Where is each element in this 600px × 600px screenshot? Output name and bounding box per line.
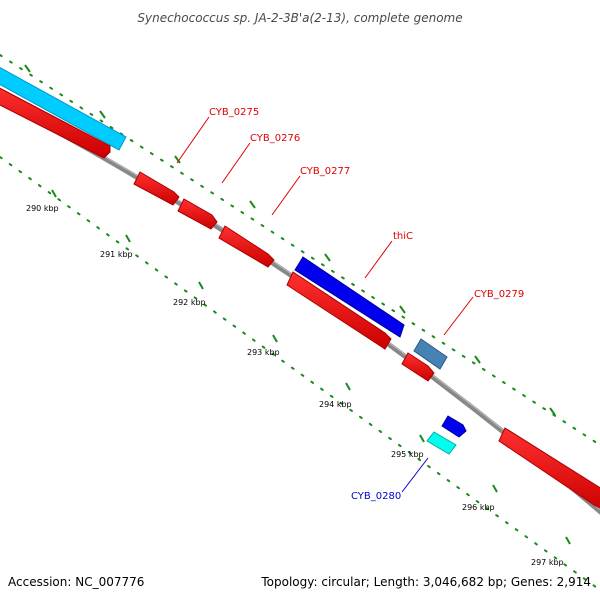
inner-major-tick (345, 382, 351, 391)
gene-reverse[interactable] (286, 271, 392, 350)
gene-label-cyb-0280[interactable]: CYB_0280 (351, 491, 401, 502)
leader-line (221, 142, 251, 184)
leader-line (364, 240, 393, 279)
inner-dotted-ring (0, 156, 600, 591)
backbone-ring (0, 98, 600, 515)
leader-line (443, 296, 474, 336)
gene-cyb-0277[interactable] (218, 225, 275, 268)
feature-cyan[interactable] (0, 62, 127, 151)
features (0, 62, 600, 513)
outer-major-tick (24, 64, 31, 73)
outer-dotted-ring (0, 54, 600, 446)
inner-tick-track (0, 156, 600, 591)
gene-label-cyb-0275[interactable]: CYB_0275 (209, 107, 259, 118)
leader-line (271, 175, 301, 216)
leader-line (401, 457, 429, 493)
gene-label-cyb-0277[interactable]: CYB_0277 (300, 166, 350, 177)
outer-major-tick (549, 407, 556, 416)
gene-forward[interactable] (441, 415, 467, 438)
inner-major-tick (125, 234, 131, 243)
tick-label: 294 kbp (319, 400, 352, 409)
tick-labels: 290 kbp 291 kbp 292 kbp 293 kbp 294 kbp … (26, 204, 564, 567)
gene-cyb-0279[interactable] (413, 338, 448, 370)
gene-cyb-0276[interactable] (177, 198, 218, 230)
gene-cyb-0280[interactable] (426, 431, 457, 455)
inner-major-tick (51, 189, 57, 198)
backbone-highlight (0, 98, 600, 511)
gene-label-cyb-0276[interactable]: CYB_0276 (250, 133, 300, 144)
outer-major-tick (174, 155, 181, 164)
tick-label: 291 kbp (100, 250, 133, 259)
outer-tick-track (0, 54, 600, 446)
gene-reverse[interactable] (401, 352, 435, 382)
outer-major-tick (249, 200, 256, 209)
tick-label: 290 kbp (26, 204, 59, 213)
outer-major-tick (474, 355, 481, 364)
inner-major-tick (492, 484, 498, 493)
outer-major-tick (99, 110, 106, 119)
tick-label: 297 kbp (531, 558, 564, 567)
label-leaders (176, 116, 474, 493)
gene-cyb-0275[interactable] (133, 171, 180, 206)
tick-label: 296 kbp (462, 503, 495, 512)
gene-reverse[interactable] (0, 83, 111, 159)
gene-label-thic[interactable]: thiC (393, 231, 413, 242)
leader-line (176, 116, 210, 164)
tick-label: 295 kbp (391, 450, 424, 459)
inner-major-tick (198, 281, 204, 290)
map-title: Synechococcus sp. JA-2-3B'a(2-13), compl… (137, 11, 462, 25)
gene-label-cyb-0279[interactable]: CYB_0279 (474, 289, 524, 300)
gene-labels: CYB_0275 CYB_0276 CYB_0277 thiC CYB_0279… (209, 107, 524, 502)
inner-major-tick (272, 334, 278, 343)
tick-label: 293 kbp (247, 348, 280, 357)
inner-major-tick (565, 536, 571, 545)
outer-major-tick (324, 253, 331, 262)
inner-major-tick (419, 434, 425, 443)
topology-text: Topology: circular; Length: 3,046,682 bp… (260, 575, 591, 589)
gene-thic[interactable] (294, 256, 405, 338)
tick-label: 292 kbp (173, 298, 206, 307)
accession-text: Accession: NC_007776 (8, 575, 144, 589)
gene-reverse[interactable] (498, 427, 600, 513)
genome-backbone (0, 98, 600, 515)
outer-major-tick (399, 305, 406, 314)
